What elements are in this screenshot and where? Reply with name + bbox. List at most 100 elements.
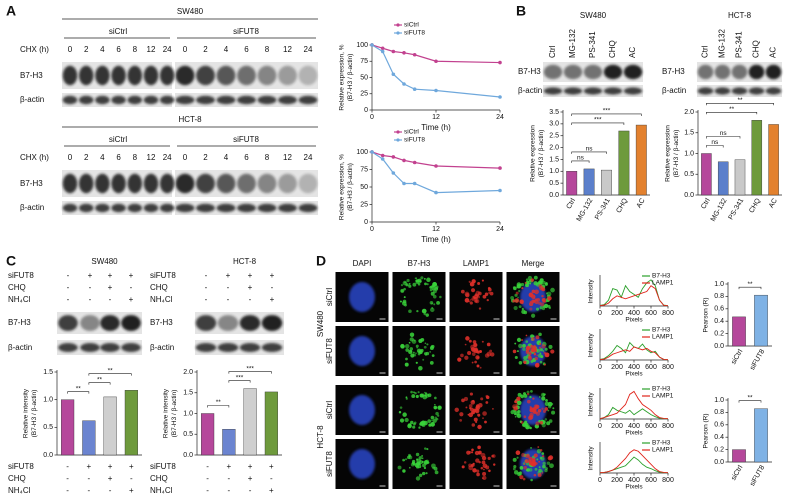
series-line	[599, 346, 669, 361]
signal	[528, 426, 532, 430]
significance-label: **	[737, 97, 743, 104]
y-axis-label: Pearson (R)	[703, 297, 710, 332]
time-label: 24	[304, 45, 313, 54]
y-axis-label: Relative expression, %	[339, 154, 346, 220]
time-label: 2	[84, 45, 89, 54]
blot-band	[62, 65, 78, 86]
signal	[544, 418, 548, 421]
time-label: 4	[100, 153, 105, 162]
y-tick-label: 2.0	[684, 109, 694, 116]
signal	[474, 450, 480, 456]
blot	[195, 312, 284, 334]
blot	[195, 340, 284, 355]
blot-band	[127, 65, 143, 86]
signal	[531, 462, 537, 467]
signal	[426, 448, 429, 451]
blot-band	[697, 87, 714, 95]
blot-band	[237, 65, 256, 86]
blot-band	[196, 65, 215, 86]
signal	[426, 277, 431, 283]
significance-label: **	[97, 376, 103, 383]
blot-band	[62, 203, 78, 213]
signal	[424, 342, 427, 345]
signal	[534, 356, 538, 361]
blot-band	[111, 173, 126, 194]
data-point	[380, 153, 385, 158]
signal	[477, 295, 481, 299]
signal	[423, 345, 427, 349]
x-tick-label: 200	[611, 310, 623, 317]
time-label: 2	[84, 153, 89, 162]
signal	[419, 466, 421, 469]
time-label: 0	[183, 45, 188, 54]
signal	[519, 466, 524, 470]
y-tick-label: 2.0	[183, 369, 193, 376]
signal	[541, 471, 544, 474]
signal	[534, 300, 539, 305]
blot-band	[159, 65, 175, 86]
signal	[417, 391, 420, 394]
signal	[533, 275, 538, 280]
signal	[433, 303, 436, 306]
signal	[468, 412, 474, 418]
signal	[463, 461, 467, 464]
signal	[431, 354, 435, 358]
signal	[472, 468, 477, 473]
x-tick-label: 12	[432, 226, 440, 233]
signal	[518, 305, 522, 309]
signal	[523, 463, 526, 465]
signal	[423, 312, 427, 316]
signal	[537, 446, 540, 448]
signal	[543, 300, 547, 304]
row-label: B7-H3	[150, 318, 173, 327]
signal	[402, 280, 408, 286]
signal	[541, 470, 544, 473]
signal	[470, 464, 474, 467]
bar	[103, 396, 117, 456]
signal	[521, 309, 526, 315]
signal	[538, 283, 543, 289]
significance-bracket	[67, 391, 90, 394]
signal	[530, 359, 534, 363]
sign: -	[67, 283, 70, 292]
sign: -	[88, 486, 91, 495]
signal	[485, 401, 489, 404]
signal	[418, 350, 421, 353]
signal	[514, 415, 517, 418]
signal	[544, 468, 548, 473]
lane-label: PS-341	[735, 31, 744, 58]
micrograph	[506, 326, 560, 376]
blot-band	[111, 203, 126, 213]
x-tick-label: 200	[611, 477, 623, 484]
significance-label: **	[76, 385, 82, 392]
signal	[521, 453, 526, 457]
signal	[519, 471, 522, 473]
x-axis-label: Time (h)	[421, 235, 451, 244]
signal	[537, 301, 542, 305]
signal	[548, 455, 554, 460]
time-label: 24	[163, 45, 172, 54]
y-tick-label: 0.5	[549, 180, 559, 187]
blot-band	[563, 87, 583, 95]
micrograph	[335, 272, 389, 322]
signal	[523, 393, 528, 398]
signal	[534, 289, 539, 295]
y-axis-label: Intensity	[588, 333, 595, 358]
signal	[533, 408, 536, 411]
signal	[533, 348, 538, 353]
bar	[701, 153, 712, 196]
signal	[530, 278, 535, 282]
x-tick-label: Ctrl	[566, 197, 578, 210]
signal	[481, 279, 484, 282]
signal	[422, 358, 425, 361]
data-point	[498, 188, 502, 193]
blot-band	[623, 87, 643, 95]
signal	[424, 282, 427, 286]
signal	[410, 420, 414, 425]
signal	[526, 454, 530, 458]
signal	[541, 452, 545, 455]
sign: +	[129, 295, 134, 304]
blot-band	[58, 343, 78, 352]
signal	[430, 415, 435, 420]
row-label: β-actin	[20, 95, 44, 104]
